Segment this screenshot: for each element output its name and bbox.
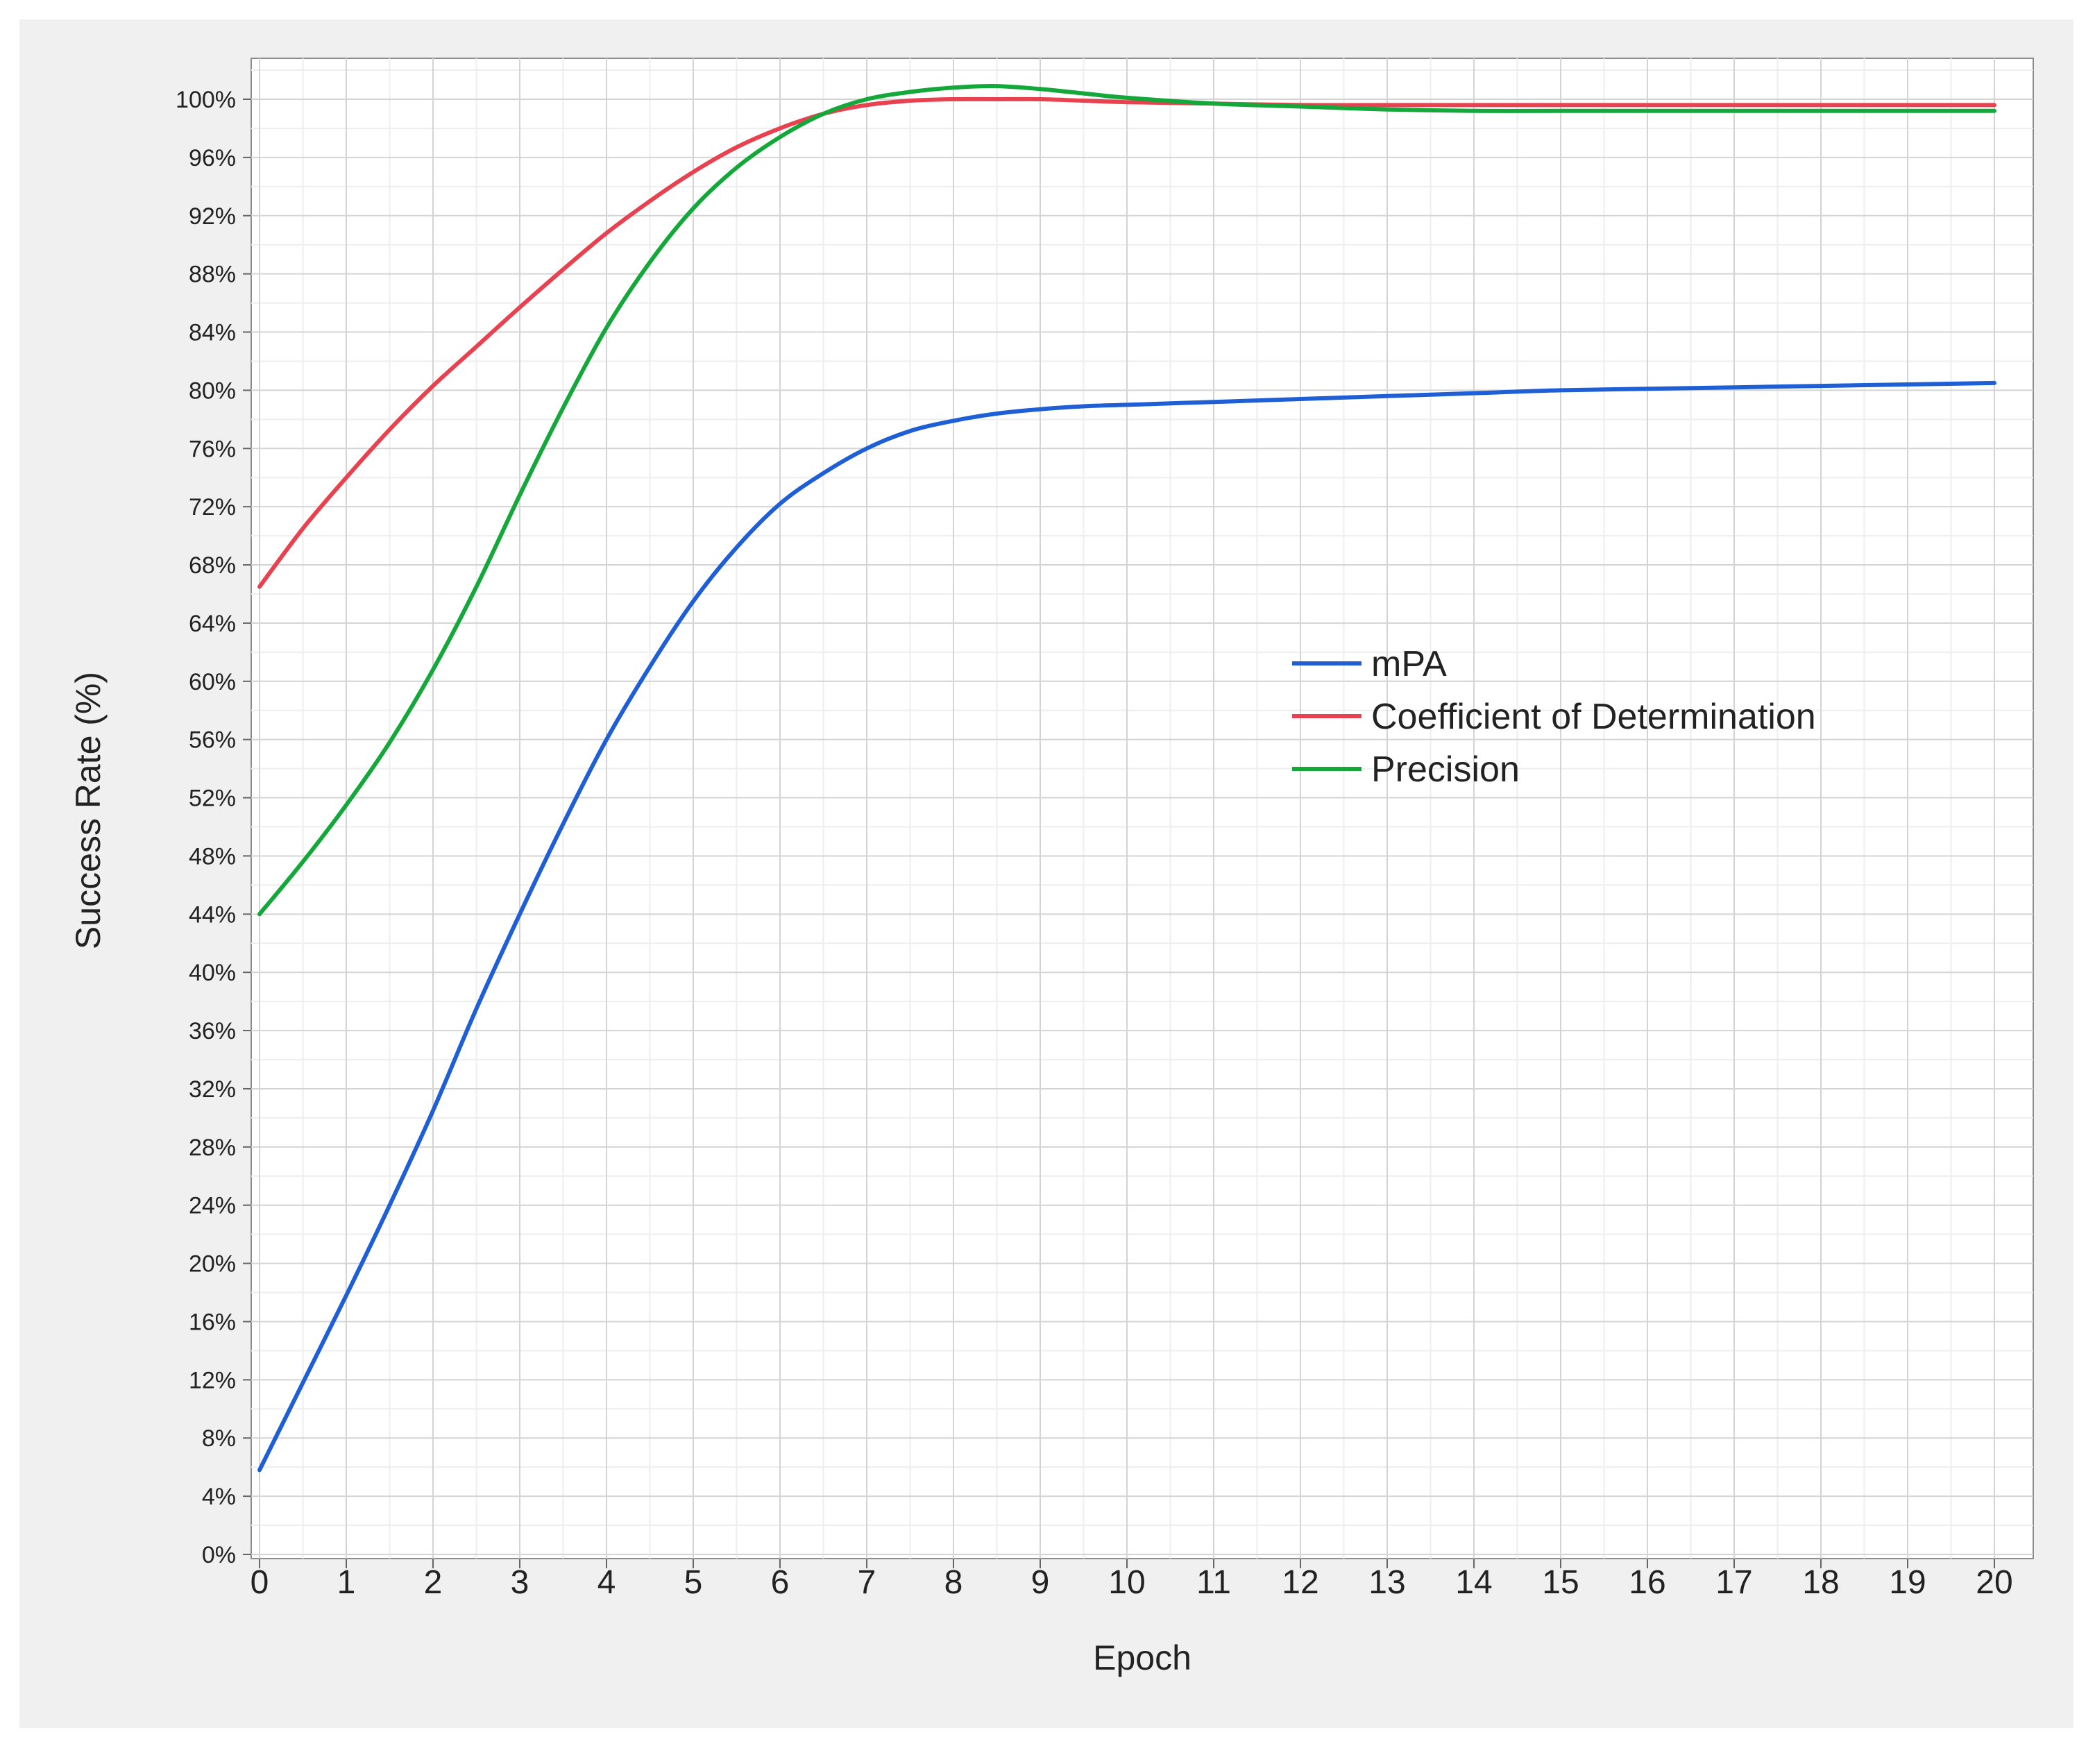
legend-label-mpa: mPA — [1371, 644, 1447, 684]
y-tick-label: 44% — [189, 901, 236, 928]
y-tick-label: 72% — [189, 494, 236, 520]
y-tick-label: 36% — [189, 1018, 236, 1044]
plot-area — [251, 58, 2034, 1559]
y-tick-label: 28% — [189, 1135, 236, 1161]
y-tick-label: 56% — [189, 727, 236, 754]
y-tick-label: 60% — [189, 669, 236, 695]
x-tick-label: 1 — [337, 1564, 356, 1601]
y-tick-label: 8% — [202, 1425, 236, 1452]
y-tick-label: 48% — [189, 843, 236, 870]
x-tick-label: 10 — [1108, 1564, 1145, 1601]
x-tick-label: 8 — [944, 1564, 963, 1601]
x-tick-label: 6 — [771, 1564, 790, 1601]
x-tick-label: 14 — [1455, 1564, 1492, 1601]
x-tick-label: 9 — [1031, 1564, 1050, 1601]
x-tick-label: 17 — [1715, 1564, 1752, 1601]
y-tick-label: 32% — [189, 1076, 236, 1103]
x-tick-label: 16 — [1629, 1564, 1665, 1601]
y-tick-label: 24% — [189, 1193, 236, 1219]
y-tick-label: 84% — [189, 320, 236, 346]
x-tick-label: 20 — [1976, 1564, 2012, 1601]
x-tick-label: 18 — [1802, 1564, 1839, 1601]
series-line-mpa — [257, 380, 1996, 1473]
x-tick-label: 13 — [1368, 1564, 1405, 1601]
x-tick-label: 19 — [1889, 1564, 1926, 1601]
y-tick-label: 100% — [176, 87, 236, 113]
y-tick-label: 40% — [189, 960, 236, 986]
x-tick-label: 11 — [1196, 1564, 1231, 1601]
y-tick-label: 88% — [189, 262, 236, 288]
legend-label-coefficient-of-determination: Coefficient of Determination — [1371, 697, 1816, 737]
y-tick-label: 92% — [189, 203, 236, 230]
y-tick-label: 0% — [202, 1542, 236, 1568]
x-tick-label: 2 — [424, 1564, 443, 1601]
y-axis-label: Success Rate (%) — [69, 672, 108, 949]
y-tick-label: 80% — [189, 378, 236, 404]
x-tick-label: 3 — [511, 1564, 529, 1601]
y-tick-label: 68% — [189, 552, 236, 579]
x-tick-label: 7 — [858, 1564, 876, 1601]
x-tick-label: 12 — [1282, 1564, 1318, 1601]
x-tick-label: 4 — [597, 1564, 616, 1601]
y-tick-label: 64% — [189, 611, 236, 637]
legend: mPA Coefficient of Determination Precision — [1292, 644, 1816, 790]
y-tick-label: 4% — [202, 1484, 236, 1510]
series-line-precision — [257, 84, 1996, 917]
legend-label-precision: Precision — [1371, 749, 1520, 790]
major-grid — [251, 58, 2033, 1559]
chart-figure: 0% 4% 8% 12% 16% 20% 24% 28% 32% 36% 40% 44% 48% 52% 5… — [19, 19, 2073, 1728]
y-axis-ticks: 0% 4% 8% 12% 16% 20% 24% 28% 32% 36% 40% 44% 48% 52% 5… — [176, 87, 251, 1568]
series-line-coefficient-of-determination — [257, 96, 1996, 589]
series-lines — [257, 84, 1996, 1473]
y-tick-label: 96% — [189, 145, 236, 171]
x-tick-label: 0 — [251, 1564, 269, 1601]
line-chart: 0% 4% 8% 12% 16% 20% 24% 28% 32% 36% 40% 44% 48% 52% 5… — [69, 58, 2034, 1677]
y-tick-label: 12% — [189, 1367, 236, 1393]
x-tick-label: 15 — [1542, 1564, 1579, 1601]
minor-grid — [251, 58, 2033, 1559]
y-tick-label: 76% — [189, 436, 236, 462]
x-axis-label: Epoch — [1093, 1638, 1191, 1677]
x-axis-ticks: 0 1 2 3 4 5 6 7 8 9 10 11 12 13 14 15 16 17 18 19 20 — [251, 1559, 2013, 1601]
y-tick-label: 20% — [189, 1251, 236, 1278]
y-tick-label: 16% — [189, 1309, 236, 1335]
y-tick-label: 52% — [189, 786, 236, 812]
x-tick-label: 5 — [684, 1564, 703, 1601]
